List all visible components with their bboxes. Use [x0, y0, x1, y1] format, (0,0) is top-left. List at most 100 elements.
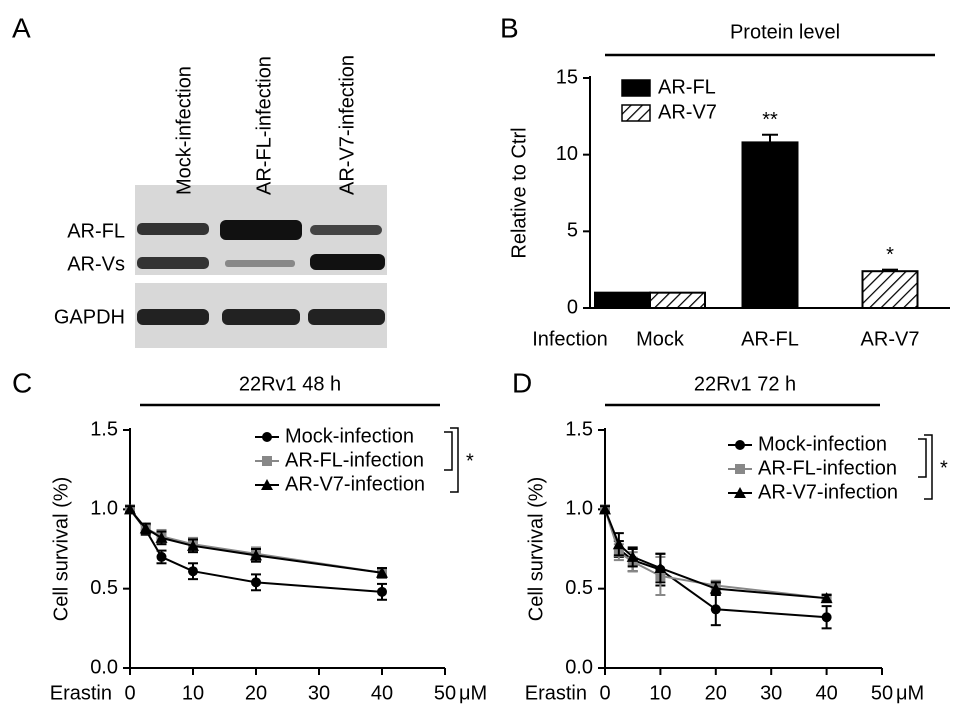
- lane-label: AR-FL-infection: [253, 56, 275, 195]
- marker: [734, 487, 746, 498]
- legend-label: AR-V7: [658, 101, 717, 123]
- legend-label: AR-V7-infection: [285, 473, 425, 495]
- blot: [135, 185, 387, 348]
- band: [310, 254, 385, 270]
- marker: [820, 592, 833, 604]
- x-tick-label: AR-FL: [741, 328, 799, 350]
- x-tick-label: 10: [182, 682, 204, 704]
- significance: *: [940, 457, 948, 479]
- lane-label: AR-V7-infection: [336, 55, 358, 195]
- marker: [139, 522, 152, 534]
- band-label: AR-FL: [67, 220, 125, 242]
- y-tick-label: 0.0: [90, 656, 118, 678]
- y-tick-label: 1.5: [565, 418, 593, 440]
- chart-title: 22Rv1 48 h: [239, 373, 341, 395]
- y-tick-label: 10: [556, 143, 578, 165]
- bracket: [444, 431, 453, 471]
- x-axis-label: Erastin: [50, 682, 112, 704]
- band: [225, 260, 295, 267]
- band: [137, 223, 209, 235]
- bracket: [918, 438, 927, 478]
- marker: [612, 538, 625, 550]
- y-tick-label: 0.0: [565, 656, 593, 678]
- legend-label: AR-FL-infection: [285, 449, 424, 471]
- panel-label: D: [512, 367, 532, 398]
- x-tick-label: 20: [705, 682, 727, 704]
- marker: [735, 464, 745, 474]
- marker: [626, 550, 639, 562]
- lane-label: Mock-infection: [173, 66, 195, 195]
- y-tick-label: 1.0: [90, 498, 118, 520]
- band: [137, 309, 209, 325]
- x-tick-label: 50: [871, 682, 893, 704]
- legend-label: AR-FL: [658, 76, 716, 98]
- series-line: [604, 508, 827, 600]
- marker: [377, 586, 387, 597]
- x-tick-label: 10: [649, 682, 671, 704]
- y-tick-label: 5: [567, 220, 578, 242]
- x-tick-label: 50: [434, 682, 456, 704]
- significance: **: [762, 109, 778, 131]
- series-line: [129, 508, 383, 574]
- x-tick-label: Mock: [636, 328, 685, 350]
- marker: [261, 479, 273, 490]
- marker: [262, 432, 272, 442]
- bracket: [450, 427, 459, 493]
- marker: [250, 549, 262, 561]
- band: [220, 220, 302, 240]
- band: [222, 309, 300, 325]
- legend-swatch: [621, 104, 651, 122]
- marker: [155, 531, 168, 543]
- y-axis-label: Relative to Ctrl: [508, 127, 530, 258]
- legend-label: Mock-infection: [758, 433, 887, 455]
- bar: [861, 270, 919, 310]
- x-unit: μM: [896, 682, 924, 704]
- x-axis-label: Infection: [532, 328, 608, 350]
- band-label: GAPDH: [54, 306, 125, 328]
- y-tick-label: 15: [556, 66, 578, 88]
- x-tick-label: 20: [245, 682, 267, 704]
- marker: [188, 566, 198, 577]
- y-tick-label: 1.0: [565, 498, 593, 520]
- x-tick-label: 30: [308, 682, 330, 704]
- marker: [187, 539, 199, 551]
- band-label: AR-Vs: [67, 253, 125, 275]
- panel-label: C: [12, 367, 32, 398]
- legend-label: Mock-infection: [285, 425, 414, 447]
- bar: [594, 291, 651, 309]
- significance: *: [466, 450, 474, 472]
- marker: [654, 562, 667, 574]
- y-tick-label: 0.5: [90, 577, 118, 599]
- chart-title: Protein level: [730, 21, 840, 43]
- y-tick-label: 0: [567, 296, 578, 318]
- x-axis-label: Erastin: [525, 682, 587, 704]
- chart-title: 22Rv1 72 h: [694, 373, 796, 395]
- legend-label: AR-V7-infection: [758, 481, 898, 503]
- y-axis-label: Cell survival (%): [50, 477, 72, 621]
- bracket: [924, 434, 933, 500]
- marker: [821, 612, 832, 623]
- band: [308, 309, 385, 325]
- y-tick-label: 0.5: [565, 577, 593, 599]
- x-unit: μM: [459, 682, 487, 704]
- series-line: [129, 508, 383, 574]
- bar: [741, 141, 799, 309]
- marker: [735, 440, 745, 450]
- marker: [124, 503, 136, 515]
- legend-swatch: [621, 79, 651, 97]
- bar: [649, 291, 706, 309]
- x-tick-label: 40: [815, 682, 837, 704]
- y-axis-label: Cell survival (%): [525, 477, 547, 621]
- x-tick-label: 30: [760, 682, 782, 704]
- band: [137, 257, 209, 269]
- panel-label: A: [12, 12, 31, 43]
- marker: [709, 582, 722, 594]
- band: [310, 225, 382, 235]
- marker: [599, 503, 611, 515]
- x-tick-label: 40: [371, 682, 393, 704]
- significance: *: [886, 244, 894, 266]
- y-tick-label: 1.5: [90, 418, 118, 440]
- marker: [262, 456, 272, 466]
- marker: [156, 551, 167, 562]
